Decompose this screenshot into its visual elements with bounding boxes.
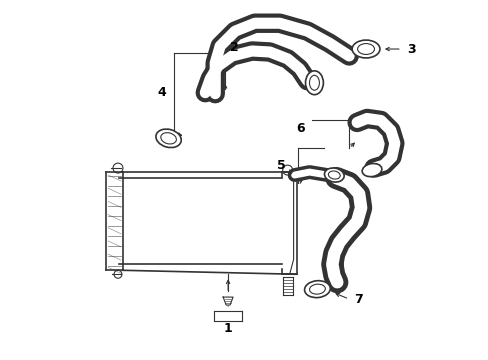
Polygon shape <box>223 297 233 305</box>
Ellipse shape <box>305 71 323 95</box>
Text: 4: 4 <box>157 86 166 99</box>
Text: 5: 5 <box>276 159 285 172</box>
Ellipse shape <box>362 163 381 177</box>
Text: 6: 6 <box>295 122 304 135</box>
Ellipse shape <box>309 284 325 294</box>
Text: 2: 2 <box>230 41 238 54</box>
Ellipse shape <box>304 281 329 298</box>
Text: 3: 3 <box>406 42 414 55</box>
Ellipse shape <box>156 129 181 148</box>
Ellipse shape <box>324 168 344 182</box>
Ellipse shape <box>351 40 379 58</box>
Ellipse shape <box>309 75 319 90</box>
Ellipse shape <box>161 133 176 144</box>
Text: 1: 1 <box>224 322 232 336</box>
Ellipse shape <box>357 44 374 54</box>
Text: 7: 7 <box>353 293 362 306</box>
